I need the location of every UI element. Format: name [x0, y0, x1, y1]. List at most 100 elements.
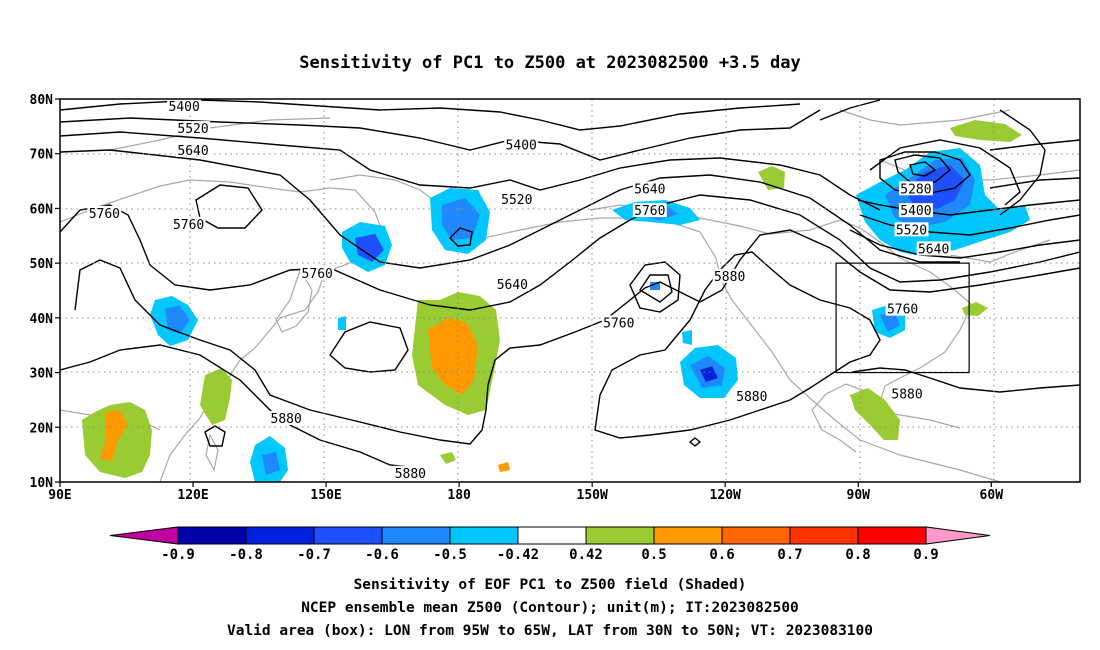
colorbar-segment: [653, 526, 723, 545]
contour-label-bg: [393, 465, 428, 480]
positive-patch: [100, 410, 128, 462]
contour-label: 5520: [896, 223, 927, 238]
lat-tick-label: 80N: [30, 93, 54, 108]
positive-patch: [498, 462, 510, 472]
contour-label: 5280: [900, 182, 931, 197]
contour-label: 5400: [506, 139, 537, 154]
map-frame: [59, 98, 1081, 483]
contour-label: 5520: [177, 122, 208, 137]
positive-patch: [440, 452, 456, 464]
lon-tick-label: 150E: [310, 488, 341, 503]
colorbar-label: 0.42: [569, 547, 603, 563]
positive-patch: [950, 120, 1022, 142]
lat-lon-grid: [60, 99, 1080, 482]
negative-patch: [700, 366, 718, 382]
lat-tick-label: 60N: [30, 202, 54, 217]
negative-patch: [682, 330, 692, 345]
colorbar-segment: [313, 526, 383, 545]
colorbar-label: 0.6: [709, 547, 734, 563]
contour-label-bg: [176, 121, 211, 136]
colorbar-segment: [789, 526, 859, 545]
colorbar: -0.9 -0.8 -0.7 -0.6 -0.5 -0.42 0.42 0.5 0.6 0.7 0.…: [109, 526, 991, 563]
colorbar-max-triangle: [925, 526, 991, 545]
colorbar-label: 0.9: [913, 547, 938, 563]
lat-tick-label: 50N: [30, 257, 54, 272]
colorbar-label: -0.9: [161, 547, 195, 563]
positive-patch: [428, 318, 478, 395]
contour-label-bg: [176, 142, 211, 157]
colorbar-segment: [177, 526, 247, 545]
lon-tick-label: 120E: [177, 488, 208, 503]
colorbar-label: -0.7: [297, 547, 331, 563]
caption-line-1: Sensitivity of EOF PC1 to Z500 field (Sh…: [354, 577, 747, 593]
contour-label: 5760: [634, 204, 665, 219]
contour-label-bg: [632, 203, 667, 218]
negative-patch: [165, 306, 190, 334]
colorbar-segment: [721, 526, 791, 545]
caption-line-2: NCEP ensemble mean Z500 (Contour); unit(…: [301, 600, 799, 616]
colorbar-min-triangle: [109, 526, 179, 545]
contour-label-bg: [87, 205, 122, 220]
positive-patch: [850, 388, 900, 440]
contour-label-bg: [167, 99, 202, 114]
map-title: Sensitivity of PC1 to Z500 at 2023082500…: [299, 53, 801, 73]
contour-label-bg: [885, 301, 920, 316]
contour-label: 5520: [501, 193, 532, 208]
contour-label-bg: [898, 203, 933, 218]
lat-tick-label: 40N: [30, 312, 54, 327]
negative-patch: [338, 316, 346, 330]
colorbar-segment: [449, 526, 519, 545]
contour-label-bg: [171, 216, 206, 231]
positive-patch: [962, 302, 988, 316]
contour-label-bg: [495, 277, 530, 292]
lon-ticks: 90E 120E 150E 180 150W 120W 90W 60W: [48, 482, 1003, 503]
contour-label: 5880: [891, 387, 922, 402]
contour-label: 5640: [918, 242, 949, 257]
lat-tick-label: 10N: [30, 476, 54, 491]
negative-patch: [262, 452, 280, 475]
colorbar-segment: [381, 526, 451, 545]
colorbar-label: -0.6: [365, 547, 399, 563]
lon-tick-label: 90E: [48, 488, 71, 503]
lat-ticks: 80N 70N 60N 50N 40N 30N 20N 10N: [30, 93, 60, 491]
lon-tick-label: 150W: [577, 488, 608, 503]
lon-tick-label: 180: [447, 488, 471, 503]
contour-label-bg: [894, 222, 929, 237]
colorbar-segment: [245, 526, 315, 545]
colorbar-segment: [585, 526, 655, 545]
negative-patch: [650, 282, 660, 290]
contour-label: 5760: [302, 267, 333, 282]
colorbar-label: -0.5: [433, 547, 467, 563]
map-area: 5400 5520 5640 5400 5520 5640 5760 5760 5760 5760…: [30, 93, 1081, 503]
contour-label-bg: [504, 137, 539, 152]
colorbar-label: -0.8: [229, 547, 263, 563]
contour-label: 5640: [634, 182, 665, 197]
lat-tick-label: 30N: [30, 367, 54, 382]
contour-label: 5640: [497, 278, 528, 293]
contour-label: 5880: [271, 412, 302, 427]
contour-label: 5400: [169, 100, 200, 115]
contour-label: 5640: [177, 144, 208, 159]
contour-label-bg: [898, 181, 933, 196]
contour-label: 5760: [89, 207, 120, 222]
colorbar-label: 0.8: [845, 547, 870, 563]
contour-label: 5760: [603, 316, 634, 331]
contour-label: 5880: [395, 467, 426, 482]
negative-patch: [355, 234, 384, 262]
contour-label: 5760: [173, 218, 204, 233]
lat-tick-label: 20N: [30, 421, 54, 436]
colorbar-label: -0.42: [497, 547, 539, 563]
negative-patch: [905, 165, 965, 210]
contour-label-bg: [601, 315, 636, 330]
valid-area-box: [835, 262, 970, 374]
positive-patch: [200, 368, 232, 425]
lon-tick-label: 120W: [710, 488, 741, 503]
negative-patch: [880, 312, 900, 332]
contour-labels: 5400 5520 5640 5400 5520 5640 5760 5760 5760 5760…: [87, 99, 951, 482]
contour-label-bg: [712, 268, 747, 283]
contour-label: 5880: [736, 390, 767, 405]
colorbar-label: 0.5: [641, 547, 666, 563]
lon-tick-label: 90W: [847, 488, 871, 503]
caption-line-3: Valid area (box): LON from 95W to 65W, L…: [227, 623, 873, 639]
